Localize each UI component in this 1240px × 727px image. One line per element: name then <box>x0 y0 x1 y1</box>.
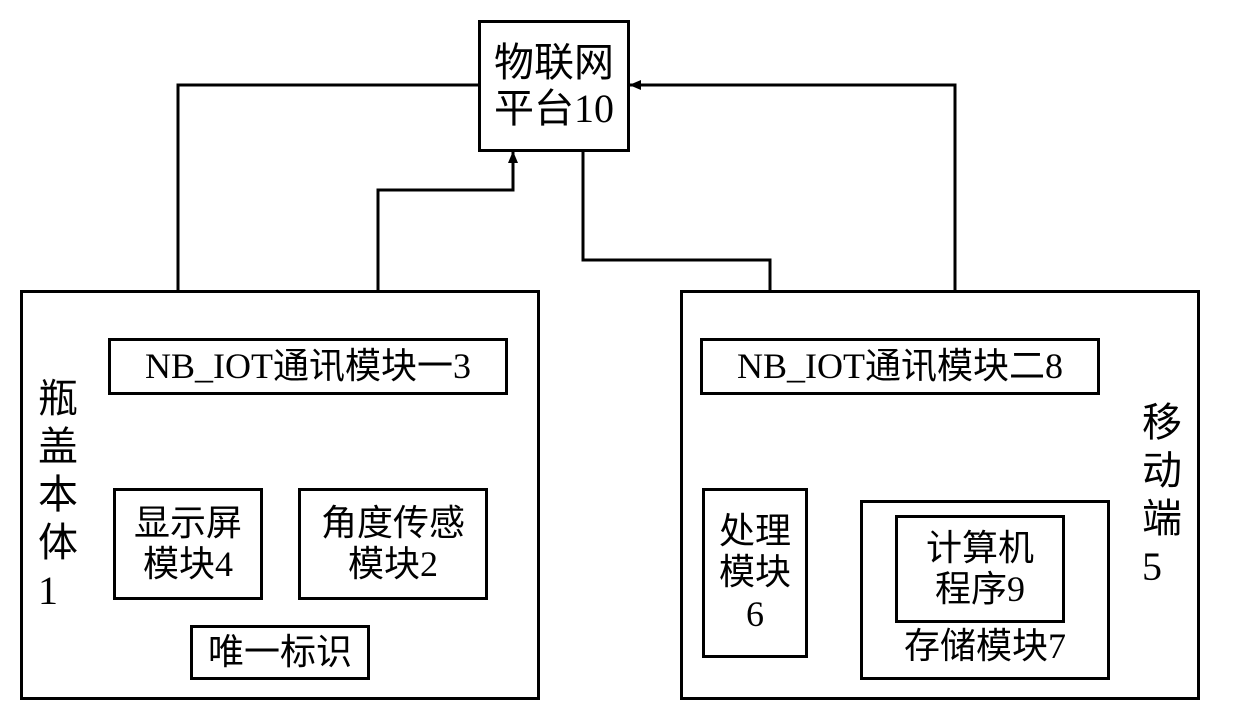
node-processing: 处理模块6 <box>702 488 808 658</box>
label-mobile-text: 移动端5 <box>1142 399 1182 591</box>
node-nbiot-1: NB_IOT通讯模块一3 <box>108 338 508 395</box>
diagram-canvas: 物联网平台10 瓶盖本体1 NB_IOT通讯模块一3 显示屏模块4 角度传感模块… <box>0 0 1240 727</box>
node-unique-id: 唯一标识 <box>190 625 370 680</box>
node-iot-platform: 物联网平台10 <box>478 20 630 152</box>
node-program: 计算机程序9 <box>895 515 1065 623</box>
node-nbiot-2: NB_IOT通讯模块二8 <box>700 338 1100 395</box>
label-cap-body-text: 瓶盖本体1 <box>38 375 78 615</box>
node-display-module: 显示屏模块4 <box>113 488 263 600</box>
label-mobile: 移动端5 <box>1132 300 1192 690</box>
label-cap-body: 瓶盖本体1 <box>28 300 88 690</box>
node-angle-sensor: 角度传感模块2 <box>298 488 488 600</box>
label-storage: 存储模块7 <box>904 626 1066 667</box>
